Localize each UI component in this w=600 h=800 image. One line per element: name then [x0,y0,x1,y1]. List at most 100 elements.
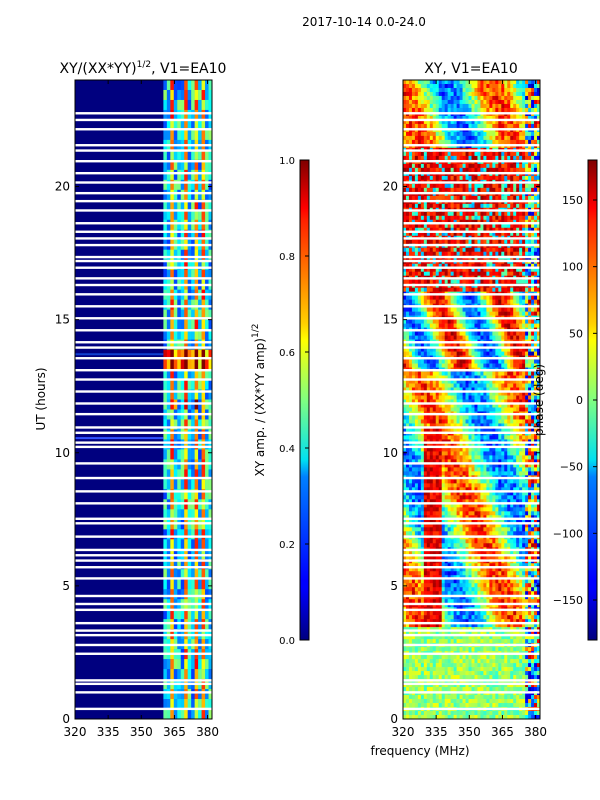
phase-cell [459,163,463,169]
phase-cell [504,371,508,376]
amplitude-cell [173,189,178,201]
phase-cell [447,311,451,316]
phase-cell [474,139,478,145]
phase-cell [453,155,457,161]
phase-cell [534,279,538,284]
phase-cell [405,231,410,237]
phase-cell [525,227,529,233]
phase-cell [495,271,499,276]
phase-cell [471,363,475,368]
phase-cell [519,187,523,193]
phase-cell [456,103,460,109]
phase-cell [444,139,448,145]
phase-cell [465,203,469,209]
phase-cell [459,271,463,276]
phase-cell [492,271,496,276]
amplitude-cell [170,299,175,310]
amplitude-cell [205,419,209,430]
amplitude-cell [180,229,185,241]
amplitude-flag-gap [75,445,212,449]
amplitude-colorbar-label: XY amp. / (XX*YY amp)1/2 [251,324,267,477]
phase-cell [441,103,445,109]
phase-cell [423,151,428,157]
phase-cell [420,119,425,125]
amplitude-cell [166,229,171,241]
phase-cell [483,219,487,225]
phase-cell [444,231,448,237]
phase-cell [495,415,499,420]
phase-cell [534,87,538,93]
phase-cell [423,139,428,145]
amplitude-cell [170,179,175,191]
phase-cell [474,279,478,284]
phase-cell [417,103,422,109]
amplitude-cell [170,359,175,370]
amplitude-flag-gap [75,502,212,505]
phase-cell [471,107,475,113]
amplitude-cell [194,469,199,480]
phase-cell [411,391,416,396]
phase-cell [489,247,493,253]
phase-cell [435,227,440,233]
amplitude-flag-gap [75,255,212,259]
phase-cell [429,239,434,245]
phase-cell [519,103,523,109]
amplitude-cell [163,269,168,280]
phase-cell [516,415,520,420]
phase-cell [432,215,437,221]
phase-cell [528,103,532,109]
phase-cell [510,395,514,400]
phase-cell [501,271,505,276]
phase-cell [447,319,451,324]
phase-cell [411,371,416,376]
amplitude-cell [208,699,213,710]
phase-cell [519,395,523,400]
phase-cell [480,155,484,161]
phase-cell [465,279,469,284]
phase-cell [525,131,529,137]
phase-cell [435,231,440,237]
amplitude-cell [208,419,213,430]
phase-cell [495,87,499,93]
phase-cell [504,91,508,97]
amplitude-cell [198,429,202,440]
phase-cell [429,131,434,137]
phase-cell [447,251,451,257]
phase-cell [408,343,413,348]
amplitude-cell [184,129,188,141]
phase-cell [534,203,538,209]
phase-cell [435,139,440,145]
phase-cell [489,375,493,380]
phase-cell [486,231,490,237]
phase-cell [411,343,416,348]
amplitude-cell [187,659,192,670]
phase-cell [480,151,484,157]
phase-cell [450,323,454,328]
phase-cell [468,295,472,300]
phase-cell [471,351,475,356]
phase-cell [516,219,520,225]
amplitude-cell [166,199,171,211]
amplitude-cell [177,669,182,680]
phase-cell [495,103,499,109]
phase-cell [411,187,416,193]
phase-cell [531,183,535,189]
phase-cell [498,223,502,229]
x-tick-label: 350 [130,725,153,739]
phase-cell [522,287,526,292]
phase-cell [441,371,445,376]
phase-cell [420,163,425,169]
phase-cell [450,251,454,257]
phase-cell [456,131,460,137]
phase-cell [474,363,478,368]
phase-cell [486,103,490,109]
phase-cell [468,263,472,268]
amplitude-cell [208,109,213,121]
phase-cell [531,419,535,424]
phase-cell [465,267,469,272]
amplitude-cell [191,529,195,540]
phase-cell [450,135,454,141]
phase-cell [522,123,526,129]
phase-cell [429,347,434,352]
phase-cell [456,395,460,400]
